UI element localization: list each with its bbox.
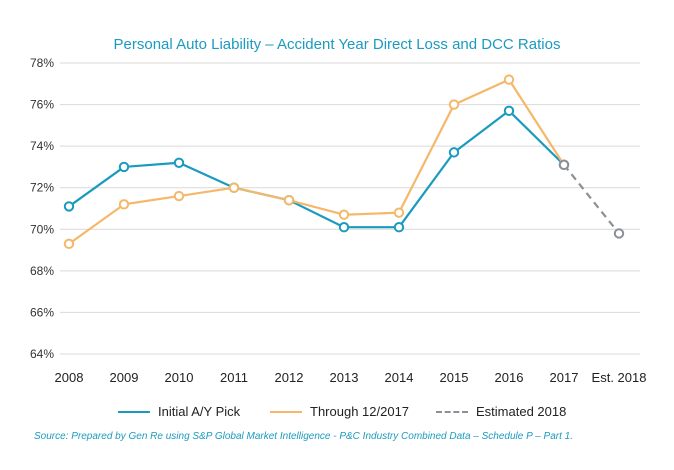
x-tick-label: 2016 xyxy=(495,370,524,385)
x-tick-label: 2013 xyxy=(330,370,359,385)
y-tick-label: 76% xyxy=(30,98,54,112)
data-point-1 xyxy=(63,238,75,250)
data-point-0 xyxy=(338,222,350,233)
data-point-0 xyxy=(448,147,460,158)
legend-swatch-estimated xyxy=(436,410,468,413)
x-tick-label: 2017 xyxy=(550,370,579,385)
x-tick-label: 2011 xyxy=(220,370,248,385)
chart-title: Personal Auto Liability – Accident Year … xyxy=(113,36,561,53)
legend-label-through: Through 12/2017 xyxy=(310,404,410,419)
legend-label-initial: Initial A/Y Pick xyxy=(158,404,241,419)
y-tick-label: 70% xyxy=(30,222,54,236)
data-point-1 xyxy=(393,207,405,218)
data-point-0 xyxy=(173,157,185,168)
x-tick-label: 2009 xyxy=(110,370,139,385)
x-tick-label: Est. 2018 xyxy=(592,370,647,385)
x-tick-label: 2014 xyxy=(385,370,414,385)
legend-item-estimated: Estimated 2018 xyxy=(436,404,566,419)
data-point-1 xyxy=(503,74,515,85)
legend-item-initial: Initial A/Y Pick xyxy=(118,404,240,419)
y-tick-label: 72% xyxy=(30,181,54,195)
y-tick-label: 64% xyxy=(30,347,54,361)
y-tick-label: 78% xyxy=(30,56,54,70)
series-line-2 xyxy=(563,164,620,235)
data-point-1 xyxy=(338,209,350,220)
legend-swatch-through xyxy=(270,410,302,413)
x-tick-label: 2012 xyxy=(275,370,304,385)
y-tick-label: 66% xyxy=(30,305,54,319)
x-tick-label: 2015 xyxy=(440,370,469,385)
data-point-0 xyxy=(63,201,75,212)
data-point-0 xyxy=(503,105,515,117)
line-chart: 64% 66% 68% 70% 72% 74% 76% 78% 2008 2009 2010 2011… xyxy=(30,56,647,385)
y-tick-label: 74% xyxy=(30,139,54,153)
series-line-0 xyxy=(68,109,565,229)
data-point-1 xyxy=(173,190,185,202)
data-point-1 xyxy=(228,182,240,193)
legend: Initial A/Y Pick Through 12/2017 Estimat… xyxy=(0,404,674,424)
data-point-1 xyxy=(118,199,130,210)
legend-swatch-initial xyxy=(118,410,150,413)
series-line-1 xyxy=(68,78,565,245)
source-note: Source: Prepared by Gen Re using S&P Glo… xyxy=(34,431,573,442)
data-point-1 xyxy=(448,99,460,110)
legend-label-estimated: Estimated 2018 xyxy=(476,404,567,419)
data-point-1 xyxy=(283,194,295,206)
legend-item-through: Through 12/2017 xyxy=(270,404,409,419)
data-point-2 xyxy=(613,228,625,239)
x-tick-label: 2008 xyxy=(55,370,84,385)
x-tick-label: 2010 xyxy=(165,370,194,385)
data-point-0 xyxy=(118,161,130,173)
y-tick-label: 68% xyxy=(30,264,54,278)
data-point-0 xyxy=(393,222,405,233)
data-point-2 xyxy=(558,159,570,171)
